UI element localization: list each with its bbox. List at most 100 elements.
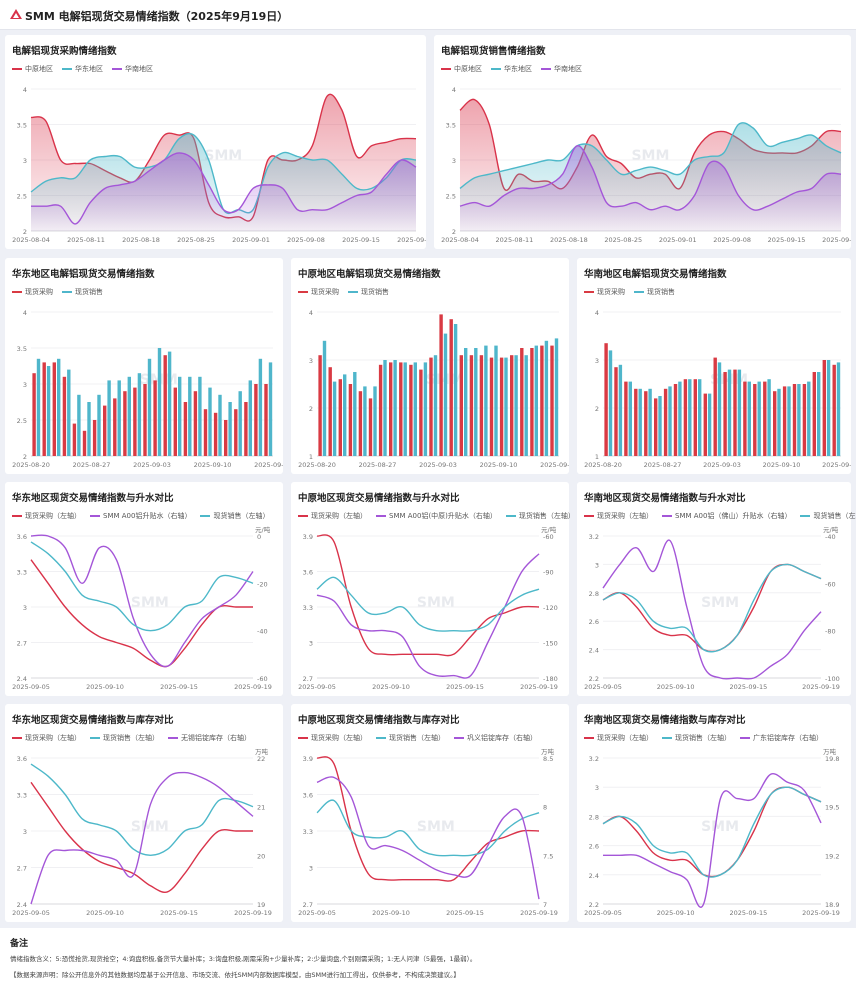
- bar-sales[interactable]: [737, 369, 742, 456]
- legend-item[interactable]: 无锡铝锭库存（右轴）: [168, 733, 251, 743]
- bar-sales[interactable]: [807, 381, 811, 456]
- bar-purchase[interactable]: [378, 364, 383, 456]
- bar-sales[interactable]: [332, 381, 337, 456]
- bar-purchase[interactable]: [753, 384, 757, 456]
- series-line[interactable]: [602, 563, 822, 653]
- series-line[interactable]: [316, 799, 540, 857]
- bar-sales[interactable]: [707, 393, 712, 456]
- bar-sales[interactable]: [228, 402, 232, 456]
- bar-sales[interactable]: [167, 351, 172, 456]
- bar-sales[interactable]: [117, 380, 121, 456]
- bar-sales[interactable]: [77, 394, 81, 456]
- bar-sales[interactable]: [403, 362, 407, 456]
- bar-sales[interactable]: [453, 324, 458, 456]
- bar-sales[interactable]: [363, 386, 367, 456]
- bar-purchase[interactable]: [153, 380, 157, 456]
- series-line[interactable]: [316, 534, 540, 657]
- bar-purchase[interactable]: [103, 405, 107, 456]
- bar-sales[interactable]: [268, 362, 273, 456]
- bar-sales[interactable]: [97, 394, 101, 456]
- legend-item[interactable]: 现货销售（左轴）: [505, 511, 575, 521]
- bar-purchase[interactable]: [143, 384, 147, 456]
- legend-item[interactable]: 华南地区: [541, 64, 582, 74]
- bar-sales[interactable]: [504, 357, 508, 456]
- bar-purchase[interactable]: [673, 384, 678, 456]
- bar-sales[interactable]: [524, 355, 528, 456]
- bar-purchase[interactable]: [52, 362, 56, 456]
- bar-purchase[interactable]: [510, 355, 514, 456]
- legend-item[interactable]: 现货采购: [584, 287, 625, 297]
- bar-sales[interactable]: [668, 386, 672, 456]
- bar-sales[interactable]: [353, 372, 357, 456]
- bar-purchase[interactable]: [254, 384, 258, 456]
- bar-sales[interactable]: [544, 340, 549, 456]
- bar-purchase[interactable]: [802, 384, 807, 456]
- legend-item[interactable]: SMM A00铝（佛山）升贴水（右轴）: [662, 511, 791, 521]
- bar-sales[interactable]: [46, 366, 51, 456]
- bar-purchase[interactable]: [683, 379, 688, 456]
- bar-sales[interactable]: [787, 386, 791, 456]
- bar-purchase[interactable]: [429, 357, 433, 456]
- bar-sales[interactable]: [514, 355, 518, 456]
- bar-sales[interactable]: [443, 333, 448, 456]
- series-line[interactable]: [30, 559, 253, 668]
- legend-item[interactable]: 广东铝锭库存（右轴）: [740, 733, 823, 743]
- bar-purchase[interactable]: [389, 362, 393, 456]
- bar-sales[interactable]: [383, 360, 387, 456]
- bar-sales[interactable]: [688, 379, 692, 456]
- series-line[interactable]: [30, 541, 254, 632]
- bar-purchase[interactable]: [703, 393, 707, 456]
- bar-sales[interactable]: [608, 350, 613, 456]
- bar-purchase[interactable]: [399, 362, 403, 456]
- legend-item[interactable]: 现货销售: [62, 287, 103, 297]
- bar-sales[interactable]: [147, 358, 152, 456]
- series-line[interactable]: [602, 786, 822, 878]
- bar-sales[interactable]: [717, 362, 722, 456]
- bar-sales[interactable]: [57, 358, 61, 456]
- bar-sales[interactable]: [836, 362, 841, 456]
- legend-item[interactable]: 华东地区: [491, 64, 532, 74]
- bar-purchase[interactable]: [42, 362, 46, 456]
- bar-purchase[interactable]: [203, 409, 208, 456]
- bar-sales[interactable]: [638, 388, 642, 456]
- bar-purchase[interactable]: [733, 369, 737, 456]
- bar-purchase[interactable]: [123, 391, 127, 456]
- bar-purchase[interactable]: [713, 357, 717, 456]
- bar-purchase[interactable]: [213, 412, 218, 456]
- bar-purchase[interactable]: [234, 409, 238, 456]
- bar-purchase[interactable]: [368, 398, 373, 456]
- bar-sales[interactable]: [137, 373, 142, 456]
- bar-purchase[interactable]: [133, 387, 137, 456]
- bar-purchase[interactable]: [520, 348, 524, 456]
- bar-purchase[interactable]: [822, 360, 826, 456]
- legend-item[interactable]: 中原地区: [441, 64, 482, 74]
- bar-purchase[interactable]: [449, 319, 453, 456]
- series-line[interactable]: [459, 145, 842, 211]
- bar-sales[interactable]: [322, 340, 327, 456]
- bar-purchase[interactable]: [693, 379, 697, 456]
- bar-sales[interactable]: [534, 345, 538, 456]
- bar-sales[interactable]: [698, 379, 702, 456]
- legend-item[interactable]: 现货采购（左轴）: [298, 733, 367, 743]
- legend-item[interactable]: 现货采购（左轴）: [12, 511, 81, 521]
- bar-purchase[interactable]: [812, 372, 816, 456]
- bar-sales[interactable]: [747, 381, 751, 456]
- bar-sales[interactable]: [188, 376, 192, 456]
- legend-item[interactable]: 现货销售（左轴）: [200, 511, 269, 521]
- bar-sales[interactable]: [413, 362, 417, 456]
- legend-item[interactable]: 巩义铝锭库存（右轴）: [454, 733, 537, 743]
- bar-sales[interactable]: [433, 355, 438, 456]
- bar-purchase[interactable]: [459, 355, 463, 456]
- bar-purchase[interactable]: [193, 391, 198, 456]
- legend-item[interactable]: 现货采购（左轴）: [298, 511, 367, 521]
- bar-sales[interactable]: [494, 345, 498, 456]
- bar-sales[interactable]: [826, 360, 831, 456]
- bar-purchase[interactable]: [358, 391, 363, 456]
- series-line[interactable]: [30, 534, 254, 668]
- bar-sales[interactable]: [554, 338, 559, 456]
- bar-purchase[interactable]: [550, 345, 554, 456]
- bar-sales[interactable]: [658, 396, 662, 456]
- bar-sales[interactable]: [178, 376, 182, 456]
- series-line[interactable]: [316, 576, 540, 632]
- bar-purchase[interactable]: [318, 355, 322, 456]
